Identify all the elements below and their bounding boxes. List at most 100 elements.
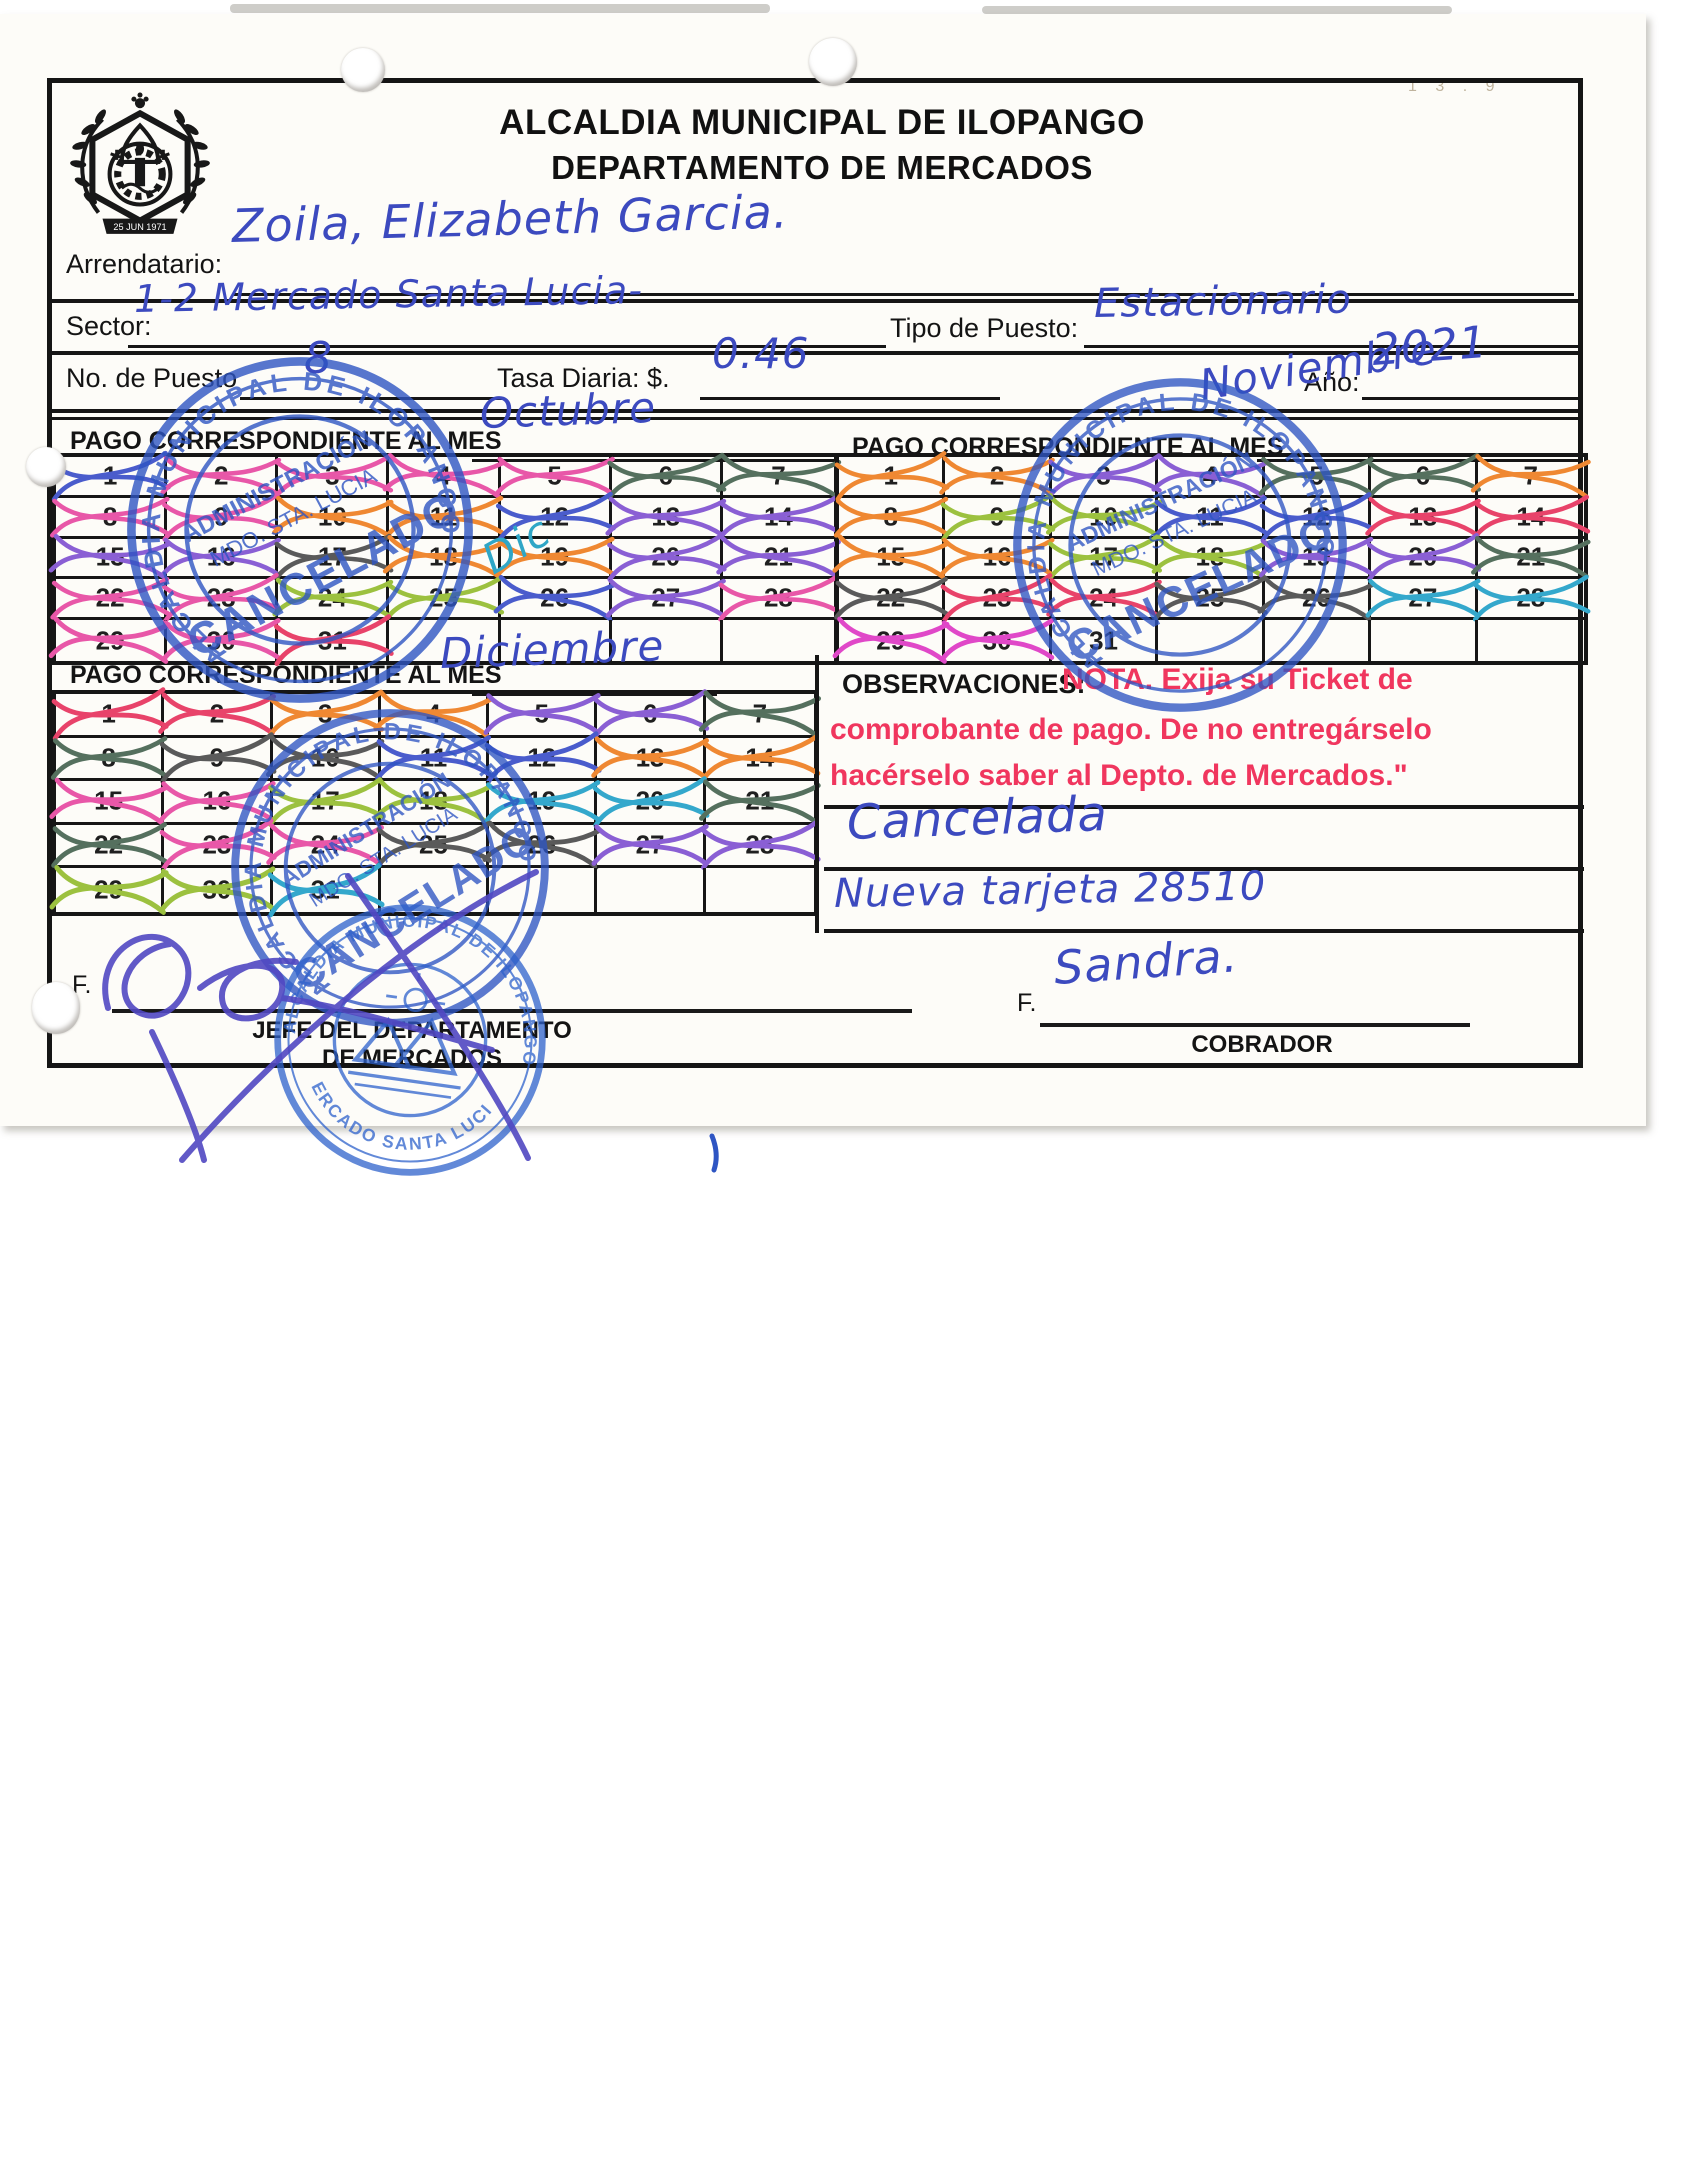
day-cell: 21	[716, 536, 841, 580]
day-cell: 4	[373, 689, 494, 739]
day-cell: 2	[939, 455, 1055, 498]
day-number: 13	[635, 742, 665, 773]
month-1-name: Octubre	[479, 382, 657, 438]
day-number: 13	[651, 501, 681, 532]
month-3-name: Diciembre	[439, 621, 666, 678]
day-cell: 30	[939, 618, 1055, 663]
day-cell: 17	[268, 776, 385, 827]
observaciones-rule-2	[824, 867, 1584, 871]
day-cell: 9	[159, 732, 277, 784]
day-cell: 18	[374, 778, 493, 826]
day-cell: 3	[1047, 453, 1162, 499]
day-cell: 19	[1259, 537, 1374, 580]
left-f-label: F.	[72, 971, 92, 999]
day-number: 30	[202, 874, 232, 905]
day-number: 3	[317, 698, 333, 729]
day-cell: 24	[266, 823, 385, 869]
day-number: 8	[102, 501, 118, 532]
day-number: 15	[876, 541, 906, 572]
hand-note-cancelada: Cancelada	[846, 785, 1109, 851]
day-cell: 11	[375, 735, 493, 782]
day-number: 8	[101, 742, 116, 773]
day-number: 26	[540, 582, 570, 613]
day-number: 8	[883, 501, 898, 532]
day-number: 16	[206, 541, 236, 572]
day-number: 20	[635, 785, 665, 816]
day-number: 2	[989, 460, 1005, 491]
day-number: 31	[317, 625, 347, 656]
scan-streak	[982, 6, 1452, 14]
day-cell: 1	[51, 450, 172, 502]
left-signature-line	[112, 1009, 912, 1013]
separator-line	[52, 417, 1578, 420]
nota-line-3: hacérselo saber al Depto. de Mercados."	[830, 759, 1408, 792]
day-number: 30	[982, 625, 1012, 656]
day-number: 3	[1096, 460, 1111, 491]
observaciones-divider	[815, 655, 819, 933]
day-cell: 13	[1365, 496, 1481, 539]
day-cell: 17	[273, 534, 393, 581]
day-number: 20	[1408, 541, 1438, 572]
day-cell: 24	[271, 577, 393, 621]
day-cell	[597, 868, 706, 912]
day-cell: 21	[699, 778, 821, 825]
day-number: 13	[1408, 501, 1438, 532]
day-number: 12	[527, 742, 557, 773]
right-f-label: F.	[1017, 989, 1037, 1017]
day-number: 30	[206, 625, 236, 656]
day-cell: 27	[591, 824, 709, 869]
day-number: 18	[1195, 541, 1225, 572]
document-title: ALCALDIA MUNICIPAL DE ILOPANGO	[499, 103, 1145, 142]
pen-tick-mark	[709, 1133, 719, 1173]
day-number: 23	[206, 582, 236, 613]
day-number: 27	[635, 829, 665, 860]
day-number: 1	[101, 698, 116, 729]
day-cell: 13	[605, 496, 727, 539]
day-cell	[489, 868, 598, 912]
day-cell	[1371, 620, 1478, 661]
day-number: 25	[419, 829, 448, 860]
day-cell: 15	[832, 534, 950, 581]
day-number: 9	[989, 501, 1005, 532]
day-cell: 9	[162, 492, 283, 542]
left-signer-title-2: DE MERCADOS	[321, 1045, 502, 1072]
month-3-header-label: PAGO CORRESPONDIENTE AL MES	[70, 661, 502, 689]
arrendatario-label: Arrendatario:	[66, 249, 223, 279]
day-cell: 6	[592, 689, 710, 740]
day-cell: 29	[49, 616, 172, 665]
day-number: 29	[876, 625, 906, 656]
day-number: 21	[763, 541, 793, 572]
day-number: 5	[1309, 460, 1324, 491]
day-number: 6	[658, 460, 673, 491]
day-cell	[389, 620, 501, 661]
day-cell: 22	[833, 576, 949, 621]
day-number: 5	[547, 460, 562, 491]
day-number: 19	[527, 785, 557, 816]
day-cell: 7	[698, 690, 821, 739]
right-signature-line	[1040, 1023, 1470, 1027]
day-cell: 24	[1045, 578, 1162, 621]
day-number: 16	[982, 541, 1012, 572]
day-cell: 5	[1258, 456, 1374, 498]
punch-hole	[26, 447, 66, 487]
day-cell: 7	[1470, 453, 1591, 499]
day-number: 22	[876, 582, 906, 613]
day-cell: 16	[158, 780, 276, 825]
day-number: 29	[95, 625, 125, 656]
day-cell: 7	[715, 453, 842, 499]
day-cell: 6	[1366, 452, 1481, 500]
day-number: 26	[527, 829, 557, 860]
month-1-header-label: PAGO CORRESPONDIENTE AL MES	[70, 427, 502, 455]
tipo-puesto-label: Tipo de Puesto:	[890, 313, 1079, 343]
day-number: 26	[1301, 582, 1331, 613]
day-cell: 22	[50, 576, 171, 621]
arrendatario-value: Zoila, Elizabeth Garcia.	[231, 184, 790, 253]
day-cell: 23	[162, 572, 283, 624]
day-number: 10	[317, 501, 347, 532]
day-number: 21	[1516, 541, 1546, 572]
calendar-noviembre: 1 2 3 4 5 6 7 8 9 10 11 12 13 14 15 16 17 18 19 20 21 22 23 24 2…	[832, 450, 1591, 665]
day-number: 22	[94, 829, 124, 860]
day-number: 28	[745, 829, 775, 860]
day-cell: 29	[832, 617, 950, 665]
day-cell: 4	[382, 452, 505, 500]
